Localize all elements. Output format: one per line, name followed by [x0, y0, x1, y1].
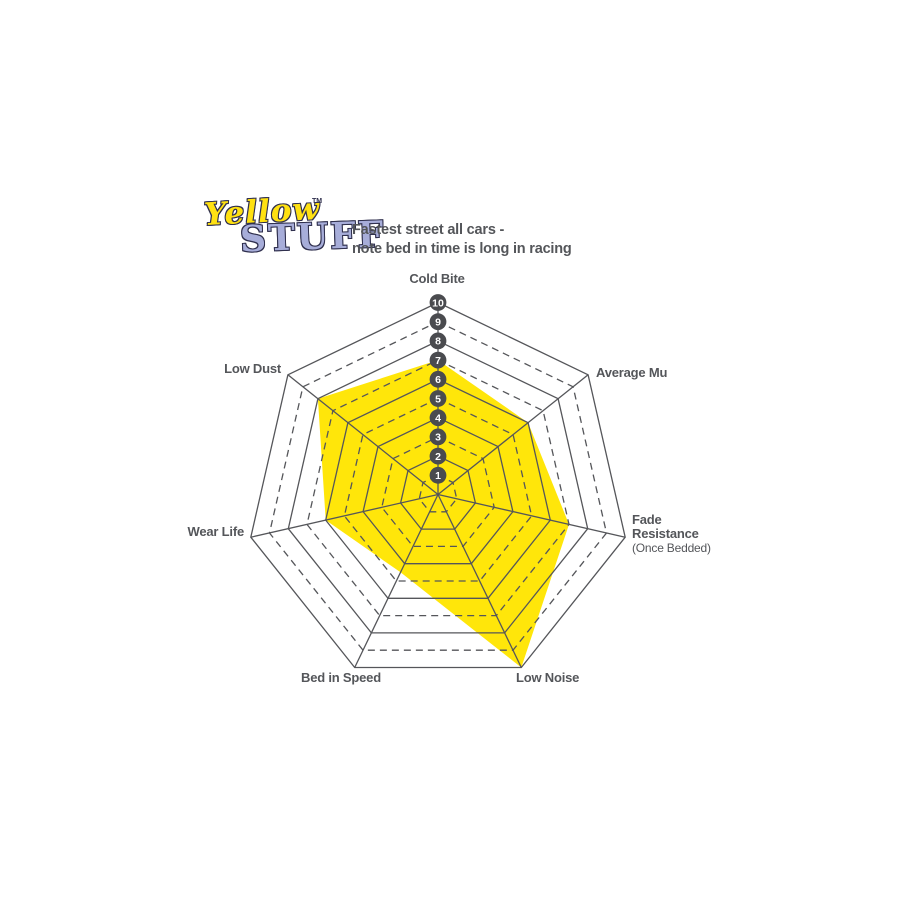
axis-label-low-dust: Low Dust [224, 362, 281, 376]
radar-spoke-low-dust [287, 374, 439, 496]
chart-subtitle-line1: Fastest street all cars - [352, 222, 505, 238]
radar-ring-1 [418, 474, 458, 513]
scale-badge-label-10: 10 [432, 297, 444, 309]
radar-ring-9 [268, 320, 608, 651]
yellowstuff-logo: Yellow TM STUFF [196, 190, 387, 272]
scale-badge-label-2: 2 [435, 451, 441, 463]
radar-ring-2 [399, 455, 477, 530]
radar-spoke-wear-life [250, 493, 439, 538]
radar-data-polygon [317, 360, 569, 668]
radar-ring-3 [381, 436, 495, 548]
axis-label-bed-in-speed: Bed in Speed [301, 671, 381, 685]
scale-badge-5 [429, 390, 447, 407]
axis-label-average-mu: Average Mu [596, 366, 667, 380]
scale-badge-label-9: 9 [435, 317, 441, 329]
axis-label-text: Fade Resistance [632, 512, 699, 541]
axis-label-text: Wear Life [187, 524, 245, 539]
axis-label-text: Cold Bite [409, 271, 465, 286]
scale-badge-7 [429, 351, 447, 369]
scale-badge-label-1: 1 [435, 470, 441, 482]
scale-badge-6 [429, 370, 447, 388]
scale-badge-8 [429, 332, 447, 350]
radar-ring-10 [250, 301, 626, 669]
scale-badge-4 [429, 409, 447, 427]
axis-label-cold-bite: Cold Bite [409, 272, 464, 286]
radar-spoke-bed-in-speed [354, 494, 439, 668]
scale-badge-3 [429, 428, 447, 446]
radar-ring-4 [362, 416, 514, 565]
radar-ring-7 [306, 359, 570, 617]
radar-spoke-low-noise [437, 494, 522, 668]
axis-label-low-noise: Low Noise [516, 671, 579, 685]
radar-ring-6 [324, 378, 552, 599]
scale-badge-1 [429, 466, 447, 484]
axis-label-text: Average Mu [596, 365, 668, 380]
axis-label-text: Low Noise [516, 670, 580, 685]
axis-label-wear-life: Wear Life [187, 524, 245, 539]
scale-badge-10 [429, 294, 447, 311]
scale-badge-9 [429, 313, 447, 331]
axis-label-text: Bed in Speed [301, 670, 381, 685]
axis-label-fade-resistance: Fade Resistance (Once Bedded) [632, 512, 716, 556]
radar-ring-8 [287, 340, 589, 634]
chart-subtitle: Fastest street all cars - note bed in ti… [352, 221, 572, 259]
scale-badge-label-3: 3 [435, 432, 441, 444]
axis-label-text: Low Dust [224, 361, 281, 376]
radar-spoke-fade-resistance [437, 493, 626, 538]
scale-badge-label-4: 4 [435, 413, 441, 425]
scale-badge-label-8: 8 [435, 336, 441, 348]
scale-badge-label-7: 7 [435, 355, 441, 367]
radar-spoke-average-mu [437, 374, 589, 496]
scale-badge-2 [429, 447, 447, 465]
axis-sublabel-text: (Once Bedded) [632, 541, 711, 555]
trademark-symbol: TM [312, 198, 323, 205]
radar-ring-5 [343, 397, 533, 582]
scale-badge-label-6: 6 [435, 374, 441, 386]
scale-badge-label-5: 5 [435, 393, 441, 405]
chart-subtitle-line2: note bed in time is long in racing [352, 241, 572, 257]
